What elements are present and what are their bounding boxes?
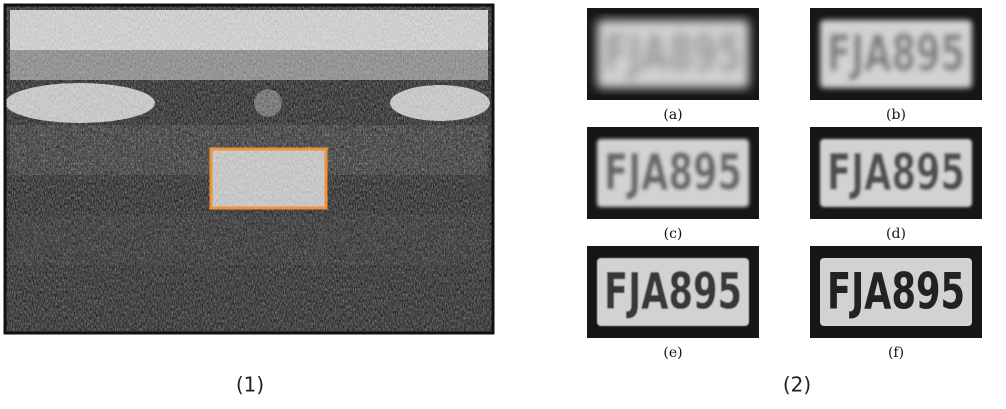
plate-image: FJA895 (d) [810,127,982,242]
plate-text: FJA895 [827,263,965,321]
plate-body [820,258,972,326]
plate-image: FJA895 (e) [587,246,759,361]
plate-body [597,258,749,326]
plate-content: FJA895 [820,20,972,88]
subfigure-label: (d) [886,226,906,242]
plate-text: FJA895 [604,25,742,83]
plate-body [820,20,972,88]
plate-content: FJA895 [820,139,972,207]
subfigure-label: (c) [664,226,683,242]
plate-content: FJA895 [597,258,749,326]
plate-content: FJA895 [820,258,972,326]
plate-image: FJA895 (c) [587,127,759,242]
plate-body [820,139,972,207]
subfigure-label: (e) [663,345,682,361]
image-border [3,3,495,335]
plate-text: FJA895 [604,144,742,202]
subfigure-label: (f) [888,345,904,361]
plate-body [597,139,749,207]
plate-image: FJA895 (a) [587,8,759,123]
plate-image: FJA895 (f) [810,246,982,361]
subfigure-label: (a) [663,107,682,123]
plates: FJA895(a)FJA895(b)FJA895(c)FJA895(d)FJA8… [587,8,982,361]
subfigure-label: (b) [886,107,906,123]
plate-content: FJA895 [597,139,749,207]
plate-image: FJA895 (b) [810,8,982,123]
plate-text: FJA895 [827,25,965,83]
plate-content: FJA895 [597,20,749,88]
plate-text: FJA895 [604,263,742,321]
plate-body [597,20,749,88]
car-image [5,5,493,333]
panel-label: (1) [236,373,264,397]
plate-text: FJA895 [827,144,965,202]
plate-box [209,147,328,210]
panel-label: (2) [783,373,811,397]
